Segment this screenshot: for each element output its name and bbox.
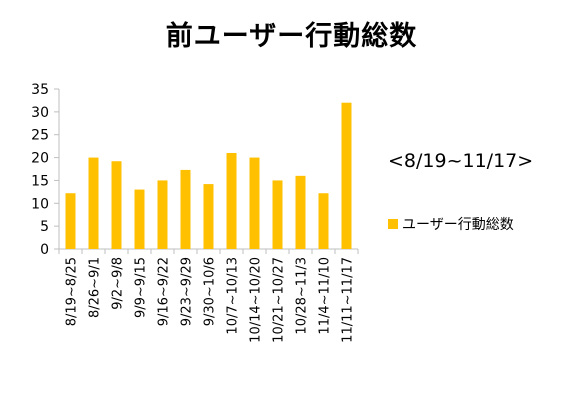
bar xyxy=(180,169,191,249)
bar xyxy=(341,102,352,249)
bar xyxy=(249,157,260,249)
y-tick-label: 20 xyxy=(31,151,49,167)
y-tick-label: 15 xyxy=(31,173,49,189)
legend-swatch xyxy=(388,219,398,229)
bar xyxy=(318,193,329,249)
bar xyxy=(88,157,99,249)
x-tick-label: 11/11~11/17 xyxy=(341,257,356,343)
x-tick-label: 10/21~10/27 xyxy=(272,257,287,343)
bar xyxy=(111,161,122,249)
x-tick-label: 9/2~9/8 xyxy=(111,257,126,310)
y-tick-label: 5 xyxy=(40,219,49,235)
chart-title: 前ユーザー行動総数 xyxy=(165,21,418,52)
x-tick-label: 10/14~10/20 xyxy=(249,257,264,343)
x-tick-label: 8/19~8/25 xyxy=(65,257,80,326)
x-tick-label: 10/7~10/13 xyxy=(226,257,241,335)
x-tick-label: 10/28~11/3 xyxy=(295,257,310,335)
x-tick-label: 8/26~9/1 xyxy=(88,257,103,318)
bar xyxy=(65,193,76,249)
bar xyxy=(203,184,214,249)
y-tick-label: 10 xyxy=(31,196,49,212)
y-tick-label: 0 xyxy=(40,242,49,258)
y-tick-label: 35 xyxy=(31,82,49,98)
x-tick-label: 9/30~10/6 xyxy=(203,257,218,326)
legend: ユーザー行動総数 xyxy=(388,214,514,234)
bar xyxy=(157,180,168,249)
bar xyxy=(226,153,237,249)
x-tick-label: 9/16~9/22 xyxy=(157,257,172,326)
legend-label: ユーザー行動総数 xyxy=(402,217,514,233)
x-tick-label: 11/4~11/10 xyxy=(318,257,333,335)
date-range-label: <8/19~11/17> xyxy=(388,150,534,172)
x-tick-label: 9/9~9/15 xyxy=(134,257,149,318)
y-tick-label: 30 xyxy=(31,105,49,121)
x-tick-label: 9/23~9/29 xyxy=(180,257,195,326)
bar xyxy=(295,175,306,249)
y-tick-label: 25 xyxy=(31,128,49,144)
bar xyxy=(272,180,283,249)
bar xyxy=(134,189,145,249)
